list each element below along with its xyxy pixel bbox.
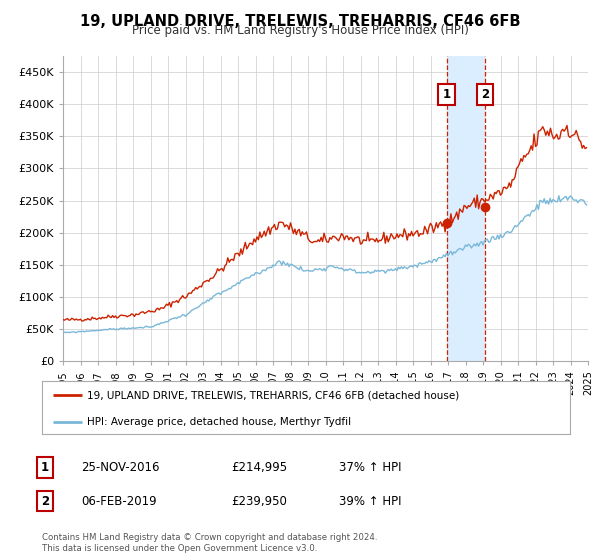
Text: £239,950: £239,950 <box>231 494 287 508</box>
Text: Contains HM Land Registry data © Crown copyright and database right 2024.
This d: Contains HM Land Registry data © Crown c… <box>42 533 377 553</box>
Text: 06-FEB-2019: 06-FEB-2019 <box>81 494 157 508</box>
Bar <box>446 56 485 361</box>
Text: 1: 1 <box>41 461 49 474</box>
Text: 19, UPLAND DRIVE, TRELEWIS, TREHARRIS, CF46 6FB (detached house): 19, UPLAND DRIVE, TRELEWIS, TREHARRIS, C… <box>87 390 459 400</box>
Text: 19, UPLAND DRIVE, TRELEWIS, TREHARRIS, CF46 6FB: 19, UPLAND DRIVE, TRELEWIS, TREHARRIS, C… <box>80 14 520 29</box>
Text: 39% ↑ HPI: 39% ↑ HPI <box>339 494 401 508</box>
Text: 1: 1 <box>443 88 451 101</box>
Text: Price paid vs. HM Land Registry's House Price Index (HPI): Price paid vs. HM Land Registry's House … <box>131 24 469 37</box>
Text: HPI: Average price, detached house, Merthyr Tydfil: HPI: Average price, detached house, Mert… <box>87 417 351 427</box>
Text: 2: 2 <box>41 494 49 508</box>
Text: 2: 2 <box>481 88 489 101</box>
Text: £214,995: £214,995 <box>231 461 287 474</box>
Text: 25-NOV-2016: 25-NOV-2016 <box>81 461 160 474</box>
Text: 37% ↑ HPI: 37% ↑ HPI <box>339 461 401 474</box>
